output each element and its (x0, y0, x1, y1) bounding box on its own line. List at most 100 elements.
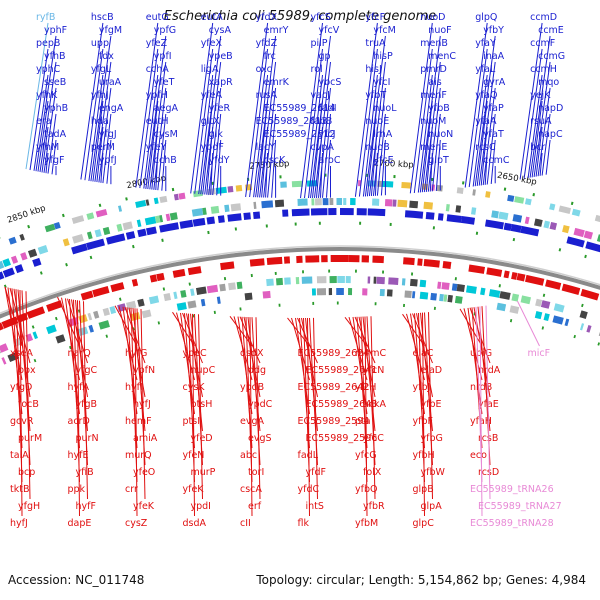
gene-label: ligA (201, 64, 219, 75)
cog-block (373, 276, 377, 284)
gene-label: ccmD (530, 12, 557, 23)
cog-block (187, 300, 197, 309)
cog-block (137, 298, 145, 307)
gene-block (503, 222, 512, 231)
cog-block (329, 276, 337, 284)
gene-leader-line (139, 48, 159, 189)
gene-leader-line (190, 22, 214, 194)
gene-label: yfhB (44, 51, 66, 62)
cog-block (348, 288, 353, 296)
gene-label: nuoF (428, 25, 451, 36)
gene-leader-line (464, 22, 488, 188)
gene-label: yphB (44, 103, 68, 114)
cog-marker (54, 316, 58, 321)
gene-block (71, 243, 88, 255)
cog-block (262, 290, 271, 299)
cog-block (350, 198, 356, 206)
gene-leader-line (83, 301, 88, 500)
cog-marker (403, 303, 406, 308)
cog-block (535, 298, 543, 307)
cog-block (87, 312, 93, 321)
cog-marker (374, 302, 377, 306)
cog-block (122, 221, 133, 231)
gene-label: yfcM (373, 25, 395, 36)
gene-block (217, 215, 225, 223)
gene-block (367, 208, 386, 217)
cog-block (549, 221, 558, 231)
cog-marker (541, 326, 545, 330)
gene-block (328, 208, 337, 216)
inner-marker-track (33, 301, 600, 363)
cog-marker (0, 236, 1, 239)
gene-leader-line (192, 313, 195, 517)
gene-leader-line (134, 308, 138, 517)
reverse-gene-labels: xseAppxyfgDfocBgcvRpurMtalAbcptktByfgHhy… (4, 286, 562, 529)
cog-marker (532, 192, 536, 197)
cog-block (135, 200, 147, 208)
gene-label: truA (365, 38, 386, 49)
gene-label: yfbM (355, 518, 378, 529)
cog-marker (274, 271, 277, 275)
gene-label: crr (125, 484, 138, 495)
cog-block (419, 279, 427, 288)
gene-label: bcp (18, 467, 35, 478)
gene-leader-line (100, 152, 104, 183)
gene-block (561, 283, 581, 295)
gene-label: murQ (125, 450, 152, 461)
gene-label: yfaA (475, 116, 497, 127)
cog-marker (39, 271, 43, 275)
gene-label: tadA (44, 129, 67, 140)
gene-label: glpA (421, 501, 443, 512)
gene-block (283, 256, 291, 264)
cog-marker (433, 306, 436, 310)
gene-leader-line (519, 22, 543, 180)
cog-block (456, 284, 465, 293)
cog-block (72, 234, 84, 244)
gene-leader-line (300, 22, 323, 199)
cog-marker (188, 282, 191, 286)
gene-label: rusA (256, 90, 278, 101)
cog-block (543, 313, 550, 322)
gene-label: EC55989_tRNA28 (470, 518, 554, 529)
cog-block (2, 258, 11, 268)
cog-block (491, 210, 499, 219)
gene-label: ypfH (146, 90, 168, 101)
gene-label: yfdC (298, 484, 320, 495)
cog-block (410, 278, 418, 287)
gene-leader-line (482, 87, 496, 186)
cog-block (274, 199, 285, 208)
gene-leader-line (98, 87, 112, 183)
cog-block (215, 186, 227, 195)
cog-block (437, 281, 442, 289)
gene-label: hyfG (125, 348, 147, 359)
cog-block (311, 198, 315, 206)
cog-block (392, 199, 397, 207)
gene-label: amiA (133, 433, 158, 444)
gene-leader-line (25, 291, 31, 500)
gene-label: ypfG (154, 25, 176, 36)
gene-label: yfgJ (99, 129, 117, 140)
cog-block (126, 300, 137, 310)
cog-block (488, 289, 501, 298)
cog-marker (265, 224, 268, 228)
cog-block (210, 205, 220, 214)
cog-block (195, 286, 207, 295)
cog-marker (31, 325, 35, 329)
cog-block (86, 231, 93, 240)
cog-block (436, 184, 443, 192)
cog-block (95, 208, 108, 218)
gene-leader-line (35, 35, 57, 172)
cog-marker (328, 269, 331, 273)
cog-marker (570, 201, 574, 206)
cog-block (472, 189, 476, 196)
gene-leader-line (468, 48, 488, 188)
gene-block (187, 266, 202, 276)
gene-leader-line (208, 87, 222, 195)
cog-block (336, 197, 343, 206)
gene-label: ypdF (201, 142, 224, 153)
cog-block (314, 198, 322, 206)
cog-block (443, 294, 448, 302)
gene-label: nrdA (478, 365, 501, 376)
gene-label: fdx (99, 51, 114, 62)
